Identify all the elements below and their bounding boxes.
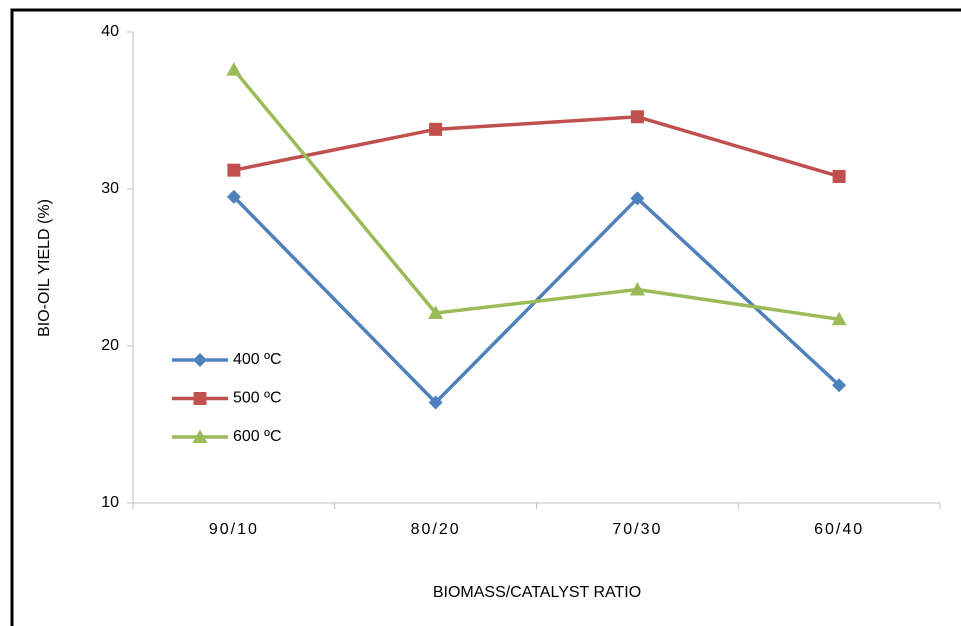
- x-tick-label: 60/40: [814, 521, 864, 538]
- marker: [226, 189, 241, 204]
- marker: [227, 163, 241, 177]
- legend-label: 400 ºC: [233, 351, 282, 368]
- marker: [226, 62, 242, 76]
- x-tick-label: 90/10: [209, 521, 259, 538]
- marker: [428, 305, 444, 320]
- series-line: [233, 115, 840, 179]
- x-axis-title: BIOMASS/CATALYST RATIO: [433, 584, 641, 601]
- marker: [429, 122, 443, 136]
- frame: [10, 8, 961, 626]
- y-tick-label: 30: [101, 180, 119, 197]
- legend-label: 600 ºC: [233, 428, 282, 445]
- marker: [630, 191, 645, 206]
- series-line: [232, 68, 840, 322]
- y-axis-title: BIO-OIL YIELD (%): [36, 199, 53, 337]
- legend-label: 500 ºC: [233, 390, 282, 407]
- marker: [832, 169, 846, 183]
- y-tick-label: 20: [101, 337, 119, 354]
- marker: [831, 311, 847, 326]
- marker: [629, 281, 645, 296]
- marker: [630, 110, 644, 124]
- y-tick-label: 40: [101, 23, 119, 40]
- x-tick-label: 80/20: [411, 521, 461, 538]
- marker: [193, 353, 207, 367]
- y-tick-label: 10: [101, 494, 119, 511]
- marker: [193, 392, 207, 405]
- marker: [192, 429, 208, 443]
- x-tick-label: 70/30: [612, 521, 662, 538]
- marker: [428, 395, 443, 410]
- marker: [832, 378, 847, 393]
